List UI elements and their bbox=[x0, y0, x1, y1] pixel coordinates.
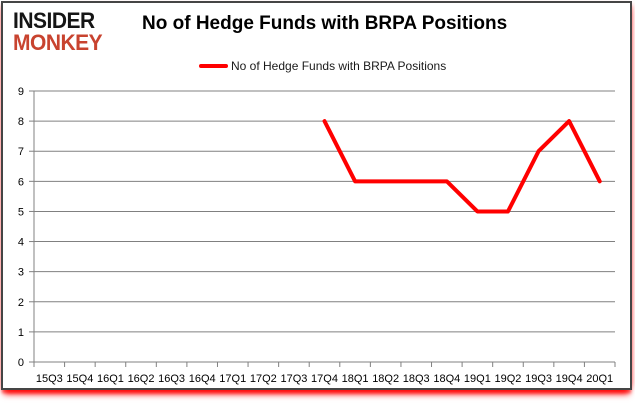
logo-insider-text: INSIDER bbox=[13, 8, 95, 34]
x-tick-label: 19Q1 bbox=[464, 373, 491, 385]
legend-label: No of Hedge Funds with BRPA Positions bbox=[231, 59, 447, 73]
y-tick-label: 7 bbox=[18, 146, 24, 158]
x-tick-label: 18Q1 bbox=[342, 373, 369, 385]
y-tick-label: 6 bbox=[18, 176, 24, 188]
x-tick-label: 16Q1 bbox=[97, 373, 124, 385]
x-tick-label: 15Q4 bbox=[66, 373, 93, 385]
x-tick-label: 17Q1 bbox=[219, 373, 246, 385]
series-line bbox=[322, 119, 602, 214]
x-tick-label: 17Q4 bbox=[311, 373, 338, 385]
chart-card: INSIDER MONKEY No of Hedge Funds with BR… bbox=[1, 1, 632, 390]
x-tick-label: 20Q1 bbox=[586, 373, 613, 385]
x-tick-label: 16Q4 bbox=[189, 373, 216, 385]
x-tick-label: 17Q2 bbox=[250, 373, 277, 385]
y-tick-label: 2 bbox=[18, 297, 24, 309]
x-tick-label: 18Q2 bbox=[372, 373, 399, 385]
x-tick-label: 19Q3 bbox=[525, 373, 552, 385]
legend-line-swatch bbox=[199, 64, 228, 68]
x-tick-label: 17Q3 bbox=[280, 373, 307, 385]
insider-monkey-logo: INSIDER MONKEY bbox=[13, 8, 103, 56]
y-tick-label: 0 bbox=[18, 357, 24, 369]
chart-title: No of Hedge Funds with BRPA Positions bbox=[142, 13, 508, 34]
chart-svg: 0 1 2 3 4 5 6 7 8 9 15Q3 15Q4 16Q1 16Q2 16Q3 16Q4 17Q1 17… bbox=[18, 86, 616, 385]
x-tick-label: 19Q4 bbox=[556, 373, 583, 385]
logo-monkey-text: MONKEY bbox=[13, 30, 103, 56]
x-tick-label: 19Q2 bbox=[495, 373, 522, 385]
y-tick-label: 9 bbox=[18, 86, 24, 98]
y-tick-label: 4 bbox=[18, 237, 24, 249]
x-tick-label: 18Q3 bbox=[403, 373, 430, 385]
legend: No of Hedge Funds with BRPA Positions bbox=[199, 59, 446, 73]
x-tick-label: 16Q3 bbox=[158, 373, 185, 385]
x-tick-label: 16Q2 bbox=[128, 373, 155, 385]
x-tick-label: 18Q4 bbox=[433, 373, 460, 385]
x-tick-label: 15Q3 bbox=[36, 373, 63, 385]
y-tick-label: 8 bbox=[18, 116, 24, 128]
y-tick-label: 3 bbox=[18, 267, 24, 279]
y-tick-label: 1 bbox=[18, 327, 24, 339]
y-tick-label: 5 bbox=[18, 206, 24, 218]
